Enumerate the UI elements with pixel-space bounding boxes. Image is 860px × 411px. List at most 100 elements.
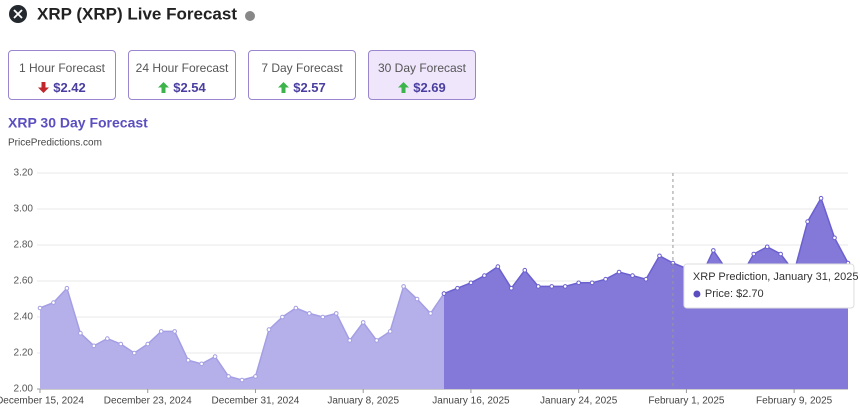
forecast-card[interactable]: 7 Day Forecast $2.57 xyxy=(248,50,356,100)
point xyxy=(307,311,312,316)
point xyxy=(737,275,743,280)
point xyxy=(105,336,110,341)
point xyxy=(697,276,703,282)
point xyxy=(64,285,70,291)
point xyxy=(589,280,595,286)
line xyxy=(39,285,445,381)
point xyxy=(185,357,191,363)
header: XRP (XRP) Live Forecast xyxy=(9,4,255,23)
point xyxy=(37,305,43,311)
point xyxy=(145,341,151,347)
point xyxy=(509,285,514,291)
point xyxy=(199,361,204,367)
card-label: 7 Day Forecast xyxy=(261,61,343,75)
point xyxy=(818,195,824,201)
card-label: 30 Day Forecast xyxy=(377,61,467,75)
tooltip-text: Price: $2.70 xyxy=(705,288,764,300)
point xyxy=(320,314,326,320)
page-title: XRP (XRP) Live Forecast xyxy=(37,4,237,23)
x-tick-label: December 31, 2024 xyxy=(212,396,300,407)
y-tick-label: 3.00 xyxy=(14,204,34,215)
y-tick-label: 2.20 xyxy=(14,348,34,359)
point xyxy=(684,266,689,271)
x-tick-label: December 23, 2024 xyxy=(104,396,192,407)
area xyxy=(40,286,444,389)
trend-arrow xyxy=(158,82,170,93)
point xyxy=(212,354,218,359)
x-tick-label: February 1, 2025 xyxy=(648,396,725,407)
point xyxy=(562,284,568,289)
x-tick-label: January 8, 2025 xyxy=(327,396,399,407)
point xyxy=(724,267,730,273)
card-label: 1 Hour Forecast xyxy=(18,61,106,75)
point xyxy=(333,311,339,316)
info-icon[interactable] xyxy=(244,11,255,21)
point xyxy=(778,251,783,257)
point xyxy=(482,273,487,278)
trend-arrow xyxy=(278,82,290,93)
point xyxy=(764,244,770,250)
point xyxy=(51,300,56,305)
point xyxy=(293,305,299,311)
card-value: $2.42 xyxy=(9,80,115,95)
point xyxy=(280,314,285,320)
point xyxy=(239,377,245,383)
tooltip-title: XRP Prediction, January 31, 2025 xyxy=(693,271,859,283)
point xyxy=(266,327,272,332)
point xyxy=(374,338,379,343)
point xyxy=(226,374,231,379)
forecast-card[interactable]: 24 Hour Forecast $2.54 xyxy=(128,50,236,100)
trend-arrow xyxy=(398,82,410,93)
point xyxy=(643,276,649,282)
point xyxy=(455,285,460,291)
tooltip: XRP Prediction, January 31, 2025 Price: $… xyxy=(683,263,859,309)
area xyxy=(444,198,848,389)
point xyxy=(253,374,258,379)
forecast-card[interactable]: 30 Day Forecast $2.69 xyxy=(368,50,476,100)
point xyxy=(172,329,177,334)
x-tick-label: February 9, 2025 xyxy=(756,396,833,407)
point xyxy=(387,329,393,334)
point xyxy=(805,219,810,224)
y-tick-label: 2.60 xyxy=(14,276,34,287)
point xyxy=(791,269,797,275)
point xyxy=(91,343,97,349)
y-tick-label: 2.80 xyxy=(14,240,34,251)
chart-subtitle: PricePredictions.com xyxy=(8,138,102,149)
point xyxy=(468,280,474,286)
logo-mark xyxy=(13,9,23,19)
point xyxy=(711,248,716,253)
chart-title: XRP 30 Day Forecast xyxy=(8,115,148,131)
tooltip-box xyxy=(683,263,855,309)
point xyxy=(522,267,528,273)
point xyxy=(535,284,541,289)
trend-arrow xyxy=(38,82,50,93)
y-tick-label: 2.40 xyxy=(14,312,34,323)
point xyxy=(78,330,83,336)
point xyxy=(441,291,447,296)
card-value: $2.54 xyxy=(129,80,235,95)
point xyxy=(603,276,608,282)
point xyxy=(428,311,433,316)
card-value: $2.57 xyxy=(249,80,355,95)
card-price: $2.69 xyxy=(413,80,446,95)
line xyxy=(443,196,849,295)
card-price: $2.54 xyxy=(173,80,206,95)
point xyxy=(158,329,164,334)
point xyxy=(616,269,622,275)
point xyxy=(347,338,353,343)
point xyxy=(549,284,555,289)
forecast-card[interactable]: 1 Hour Forecast $2.42 xyxy=(8,50,116,100)
point xyxy=(414,296,420,302)
y-tick-label: 3.20 xyxy=(14,168,34,179)
card-price: $2.57 xyxy=(293,80,326,95)
point xyxy=(495,264,501,269)
point xyxy=(751,251,757,257)
point xyxy=(657,253,662,259)
card-label: 24 Hour Forecast xyxy=(135,61,229,75)
point xyxy=(832,235,837,241)
x-tick-label: January 24, 2025 xyxy=(540,396,618,407)
point xyxy=(401,284,406,289)
point xyxy=(131,350,137,356)
